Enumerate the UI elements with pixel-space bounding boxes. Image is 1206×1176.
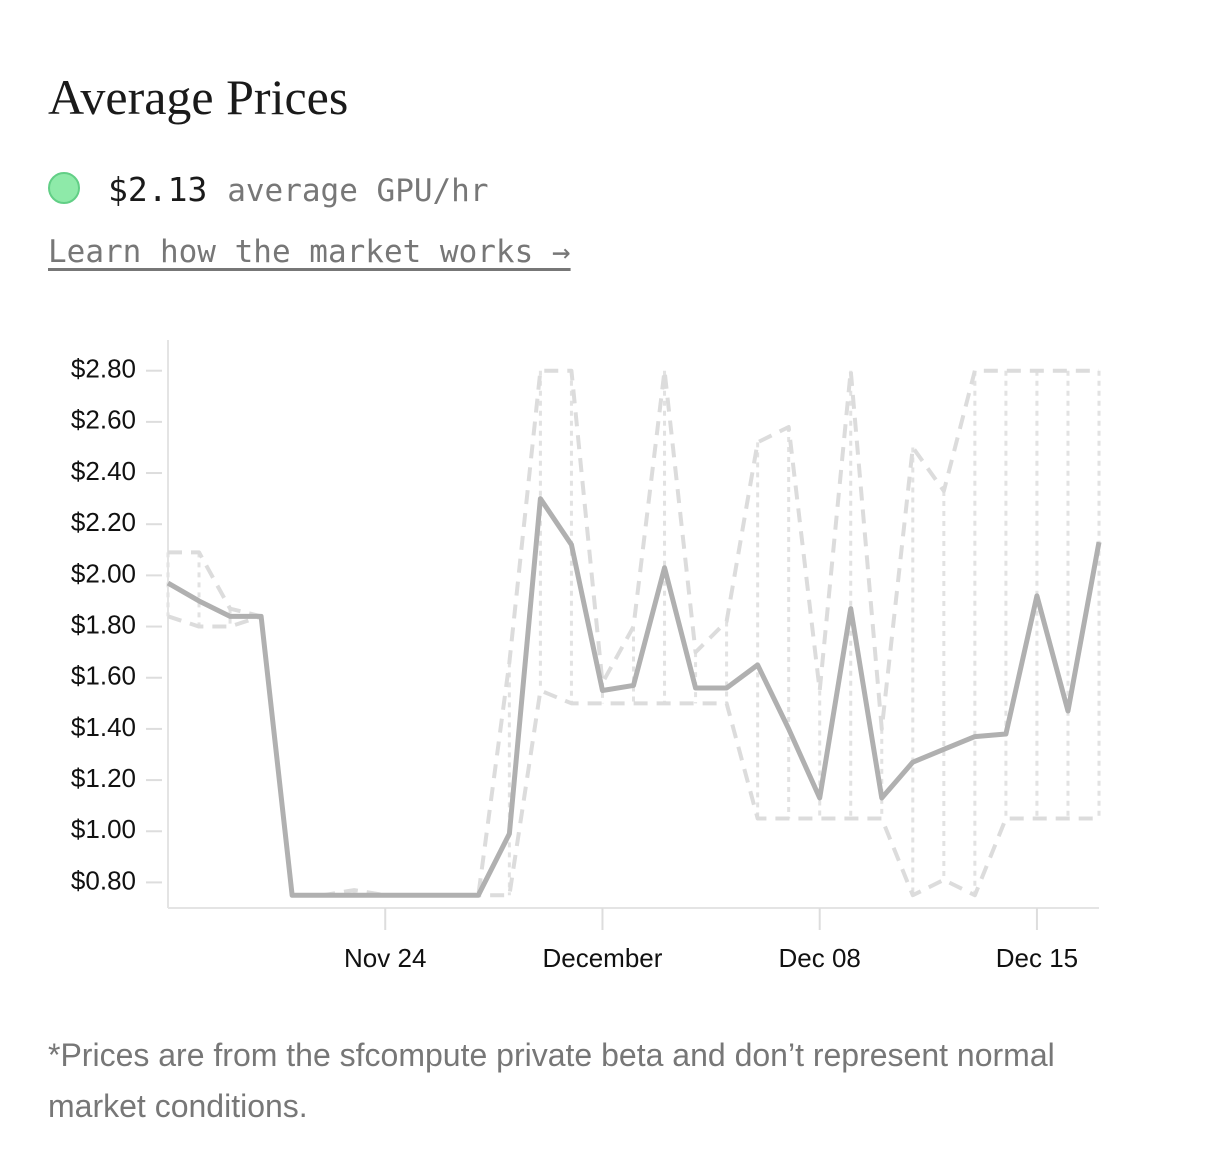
y-tick-label: $1.00 xyxy=(71,814,136,844)
y-tick-label: $2.20 xyxy=(71,507,136,537)
y-tick-label: $0.80 xyxy=(71,865,136,895)
y-tick-label: $2.40 xyxy=(71,456,136,486)
price-line: $2.13 average GPU/hr xyxy=(108,170,489,209)
price: $2.13 xyxy=(108,170,208,209)
y-tick-label: $1.40 xyxy=(71,712,136,742)
average-line xyxy=(166,496,1102,898)
y-tick-label: $1.20 xyxy=(71,763,136,793)
status-dot xyxy=(48,172,80,204)
y-tick-label: $1.80 xyxy=(71,609,136,639)
price-caption: average GPU/hr xyxy=(227,173,489,209)
y-tick-label: $2.80 xyxy=(71,354,136,384)
learn-link[interactable]: Learn how the market works → xyxy=(48,234,571,270)
x-tick-label: December xyxy=(542,943,662,973)
y-tick-label: $2.60 xyxy=(71,405,136,435)
range-line xyxy=(168,368,1099,898)
footnote: *Prices are from the sfcompute private b… xyxy=(48,1037,1055,1124)
y-tick-label: $1.60 xyxy=(71,661,136,691)
y-tick-label: $2.00 xyxy=(71,558,136,588)
x-tick-label: Dec 08 xyxy=(779,943,861,973)
chart: $0.80 $1.00 $1.20 $1.40 $1.60 $1.80 $2.00 $2.20… xyxy=(71,340,1102,973)
x-tick-label: Dec 15 xyxy=(996,943,1078,973)
x-tick-label: Nov 24 xyxy=(344,943,426,973)
title: Average Prices xyxy=(48,69,349,125)
